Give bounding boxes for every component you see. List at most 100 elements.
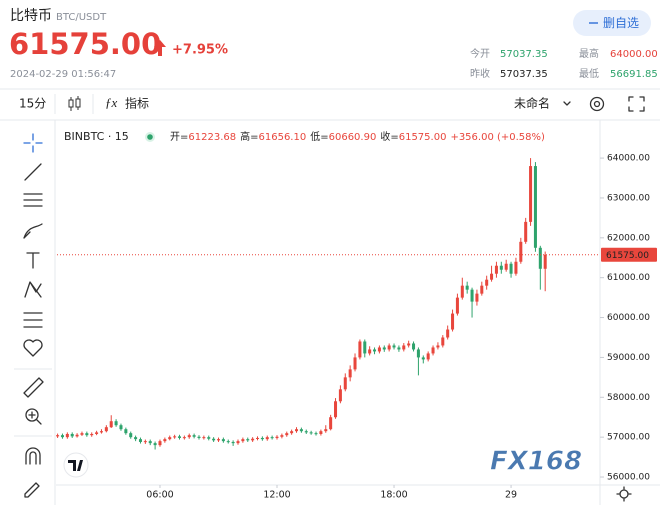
- stat-label: 昨收: [470, 67, 490, 80]
- text-tool[interactable]: [26, 252, 40, 269]
- settings-button[interactable]: [589, 96, 605, 112]
- candle-body: [377, 347, 381, 352]
- icon[interactable]: [75, 98, 81, 108]
- candle-body: [75, 434, 79, 437]
- indicators-button[interactable]: 指标: [125, 96, 149, 111]
- candle-body: [192, 435, 196, 437]
- candle-body: [207, 437, 211, 439]
- candle-body: [109, 421, 113, 428]
- candle-body: [436, 345, 440, 348]
- plot: 56000.00 57000.00 58000.00 59000.00 60000.00…: [56, 154, 657, 501]
- layout-name[interactable]: 未命名: [514, 96, 550, 111]
- candle-body: [421, 357, 425, 360]
- chart-type-button[interactable]: [68, 96, 81, 111]
- icon[interactable]: [616, 486, 632, 502]
- button-label[interactable]: 删自选: [603, 16, 639, 30]
- magnet-tool[interactable]: [25, 447, 41, 465]
- zoom-tool[interactable]: [25, 408, 39, 422]
- stat-value: 64000.00: [610, 49, 658, 60]
- ruler-tool[interactable]: [23, 377, 44, 398]
- tv-logo: [63, 452, 89, 478]
- candle-body: [343, 377, 347, 390]
- candle-body: [173, 436, 177, 438]
- candle-body: [407, 343, 411, 346]
- candle-body: [460, 285, 464, 298]
- projection-tool[interactable]: [23, 312, 43, 328]
- candle-body: [295, 429, 299, 432]
- legend-label: 开=: [170, 132, 188, 143]
- icon[interactable]: [68, 99, 74, 108]
- candle-body: [451, 313, 455, 330]
- candle-body: [265, 437, 269, 440]
- candle-body: [304, 431, 308, 433]
- button-bg[interactable]: [573, 10, 651, 36]
- candle-body: [348, 369, 352, 378]
- candle-body: [412, 343, 416, 350]
- candle-body: [334, 401, 338, 418]
- candle-body: [187, 435, 191, 438]
- y-tick-label: 56000.00: [607, 473, 650, 483]
- y-tick-label: 62000.00: [607, 233, 650, 243]
- x-tick-label: 29: [505, 490, 517, 501]
- candle-body: [56, 435, 60, 437]
- fullscreen-button[interactable]: [628, 96, 645, 112]
- pattern-tool[interactable]: [24, 281, 42, 298]
- candle-body: [231, 441, 235, 444]
- candle-body: [138, 439, 142, 442]
- lock-draw-tool[interactable]: [24, 482, 40, 498]
- interval-button[interactable]: 15分: [19, 97, 46, 111]
- candle-body: [197, 436, 201, 438]
- y-tick-label: 58000.00: [607, 393, 650, 403]
- candle-body: [416, 349, 420, 358]
- stat-label: 最低: [579, 67, 599, 80]
- x-tick-label: 18:00: [380, 490, 407, 501]
- candle-body: [148, 441, 152, 444]
- legend-value: 61656.10: [259, 132, 307, 143]
- candle-body: [314, 433, 318, 435]
- candle-body: [143, 441, 147, 443]
- candle-body: [280, 435, 284, 437]
- timestamp: 2024-02-29 01:56:47: [10, 69, 116, 80]
- y-tick-label: 60000.00: [607, 313, 650, 323]
- candle-body: [114, 421, 118, 426]
- icon[interactable]: [589, 96, 605, 112]
- line-tool[interactable]: [24, 163, 42, 181]
- candle-body: [426, 353, 430, 360]
- candle-body: [494, 265, 498, 274]
- chevron[interactable]: [563, 101, 571, 106]
- remove-watchlist-button[interactable]: 删自选: [573, 10, 651, 36]
- crosshair-tool[interactable]: [23, 133, 43, 153]
- candle-body: [70, 433, 74, 437]
- candle-body: [397, 347, 401, 350]
- x-tick-label: 06:00: [146, 490, 173, 501]
- status-dot: [147, 134, 153, 140]
- candle-body: [373, 349, 377, 352]
- time-settings[interactable]: [616, 486, 632, 502]
- drawing-tools: [14, 133, 52, 498]
- legend-value: 60660.90: [329, 132, 377, 143]
- candle-body: [90, 433, 94, 436]
- y-tick-label: 63000.00: [607, 193, 650, 203]
- icon[interactable]: [593, 100, 601, 108]
- candle-body: [504, 263, 508, 270]
- candle-body: [85, 433, 89, 436]
- candle-body: [104, 427, 108, 432]
- fx-icon[interactable]: ƒx: [105, 95, 118, 110]
- stat-value: 57037.35: [500, 49, 548, 60]
- icon[interactable]: [619, 489, 629, 499]
- favorites-tool[interactable]: [23, 339, 43, 357]
- fib-tool[interactable]: [23, 193, 43, 207]
- ohlc-legend: 开=61223.68 高=61656.10 低=60660.90 收=61575.00…: [170, 130, 545, 143]
- y-tick-label: 57000.00: [607, 433, 650, 443]
- candle-body: [177, 436, 181, 438]
- zoom-tool[interactable]: [28, 411, 42, 425]
- legend-label: 低=: [310, 130, 328, 143]
- candle-body: [470, 289, 474, 302]
- candle-body: [241, 439, 245, 442]
- candle-body: [353, 357, 357, 370]
- up-arrow: [154, 40, 166, 56]
- candle-body: [368, 349, 372, 354]
- brush-tool[interactable]: [23, 223, 43, 239]
- candle-body: [221, 439, 225, 442]
